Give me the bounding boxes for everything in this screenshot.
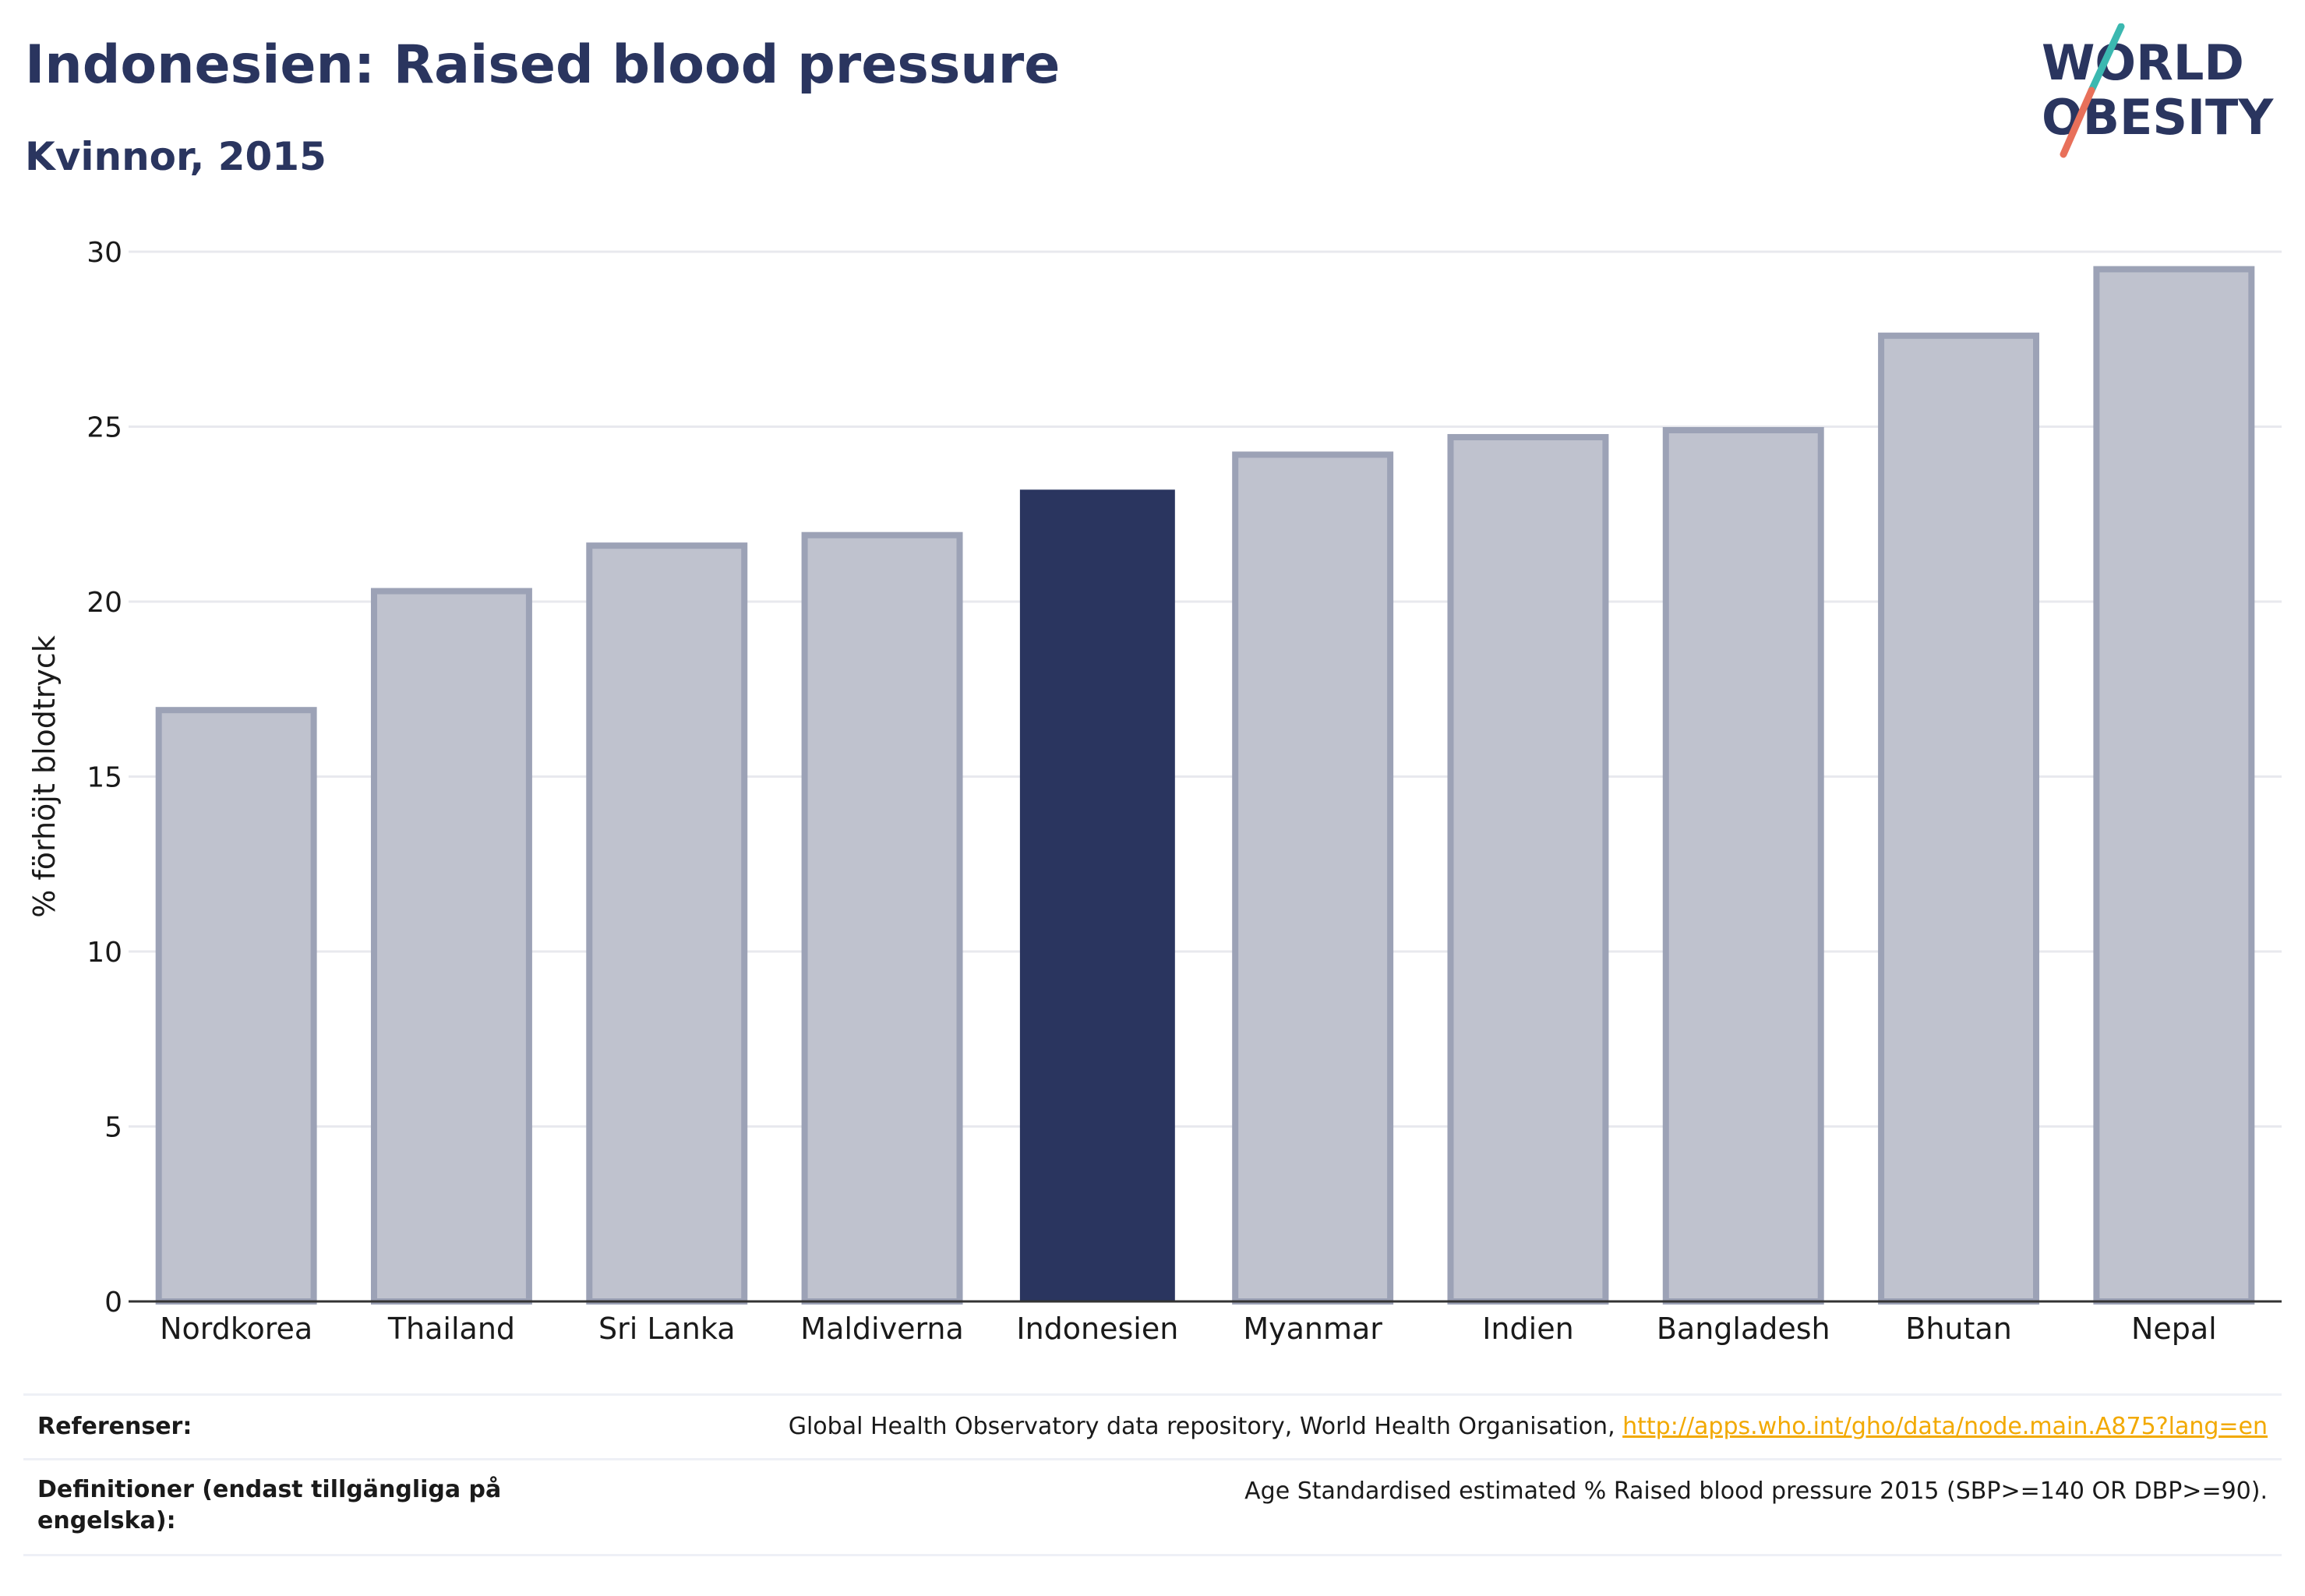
y-tick-label: 10 bbox=[86, 937, 122, 969]
x-tick-label: Maldiverna bbox=[800, 1312, 964, 1346]
bar-chart: 0 5 10 15 20 25 30 Nordkorea Thailand Sri Lanka M… bbox=[27, 237, 2282, 1346]
definitions-row: Definitioner (endast tillgängliga på eng… bbox=[23, 1458, 2282, 1556]
logo-line1: WORLD bbox=[2042, 34, 2244, 91]
y-axis-label: % förhöjt blodtryck bbox=[27, 635, 62, 918]
bars bbox=[155, 266, 2255, 1305]
x-tick-label: Indien bbox=[1482, 1312, 1573, 1346]
definitions-value: Age Standardised estimated % Raised bloo… bbox=[1244, 1478, 2268, 1505]
references-text: Global Health Observatory data repositor… bbox=[788, 1413, 1623, 1440]
bar-maldiverna bbox=[801, 531, 963, 1305]
world-obesity-logo: WORLD OBESITY bbox=[2042, 23, 2274, 158]
x-tick-label: Bangladesh bbox=[1657, 1312, 1830, 1346]
y-tick-label: 5 bbox=[104, 1112, 122, 1144]
bar-nordkorea bbox=[155, 707, 317, 1305]
bar-thailand bbox=[370, 588, 532, 1305]
references-link[interactable]: http://apps.who.int/gho/data/node.main.A… bbox=[1622, 1413, 2268, 1440]
x-tick-label: Sri Lanka bbox=[598, 1312, 736, 1346]
bar-indonesien bbox=[1019, 489, 1175, 1301]
bar-myanmar bbox=[1232, 451, 1394, 1305]
x-tick-label: Thailand bbox=[387, 1312, 515, 1346]
x-tick-label: Nepal bbox=[2131, 1312, 2217, 1346]
y-axis-ticks: 0 5 10 15 20 25 30 bbox=[86, 237, 122, 1319]
x-axis-labels: Nordkorea Thailand Sri Lanka Maldiverna Indo… bbox=[160, 1312, 2217, 1346]
logo-slash-bottom bbox=[2060, 87, 2095, 158]
x-tick-label: Indonesien bbox=[1016, 1312, 1178, 1346]
footer-table: Referenser: Global Health Observatory da… bbox=[23, 1393, 2282, 1556]
references-row: Referenser: Global Health Observatory da… bbox=[23, 1393, 2282, 1458]
references-label: Referenser: bbox=[37, 1413, 192, 1440]
bar-sri-lanka bbox=[586, 542, 748, 1305]
y-tick-label: 20 bbox=[86, 587, 122, 619]
definitions-label: Definitioner (endast tillgängliga på eng… bbox=[37, 1476, 502, 1534]
chart-subtitle: Kvinnor, 2015 bbox=[25, 134, 327, 179]
bar-indien bbox=[1447, 433, 1609, 1305]
y-tick-label: 0 bbox=[104, 1287, 122, 1319]
bar-nepal bbox=[2093, 266, 2255, 1305]
y-tick-label: 15 bbox=[86, 762, 122, 794]
bar-bhutan bbox=[1878, 332, 2040, 1305]
x-tick-label: Myanmar bbox=[1243, 1312, 1382, 1346]
y-tick-label: 25 bbox=[86, 412, 122, 444]
logo-slash-top bbox=[2088, 23, 2125, 94]
x-tick-label: Nordkorea bbox=[160, 1312, 312, 1346]
chart-title: Indonesien: Raised blood pressure bbox=[25, 34, 1061, 96]
bar-bangladesh bbox=[1662, 426, 1824, 1305]
y-tick-label: 30 bbox=[86, 237, 122, 269]
references-value: Global Health Observatory data repositor… bbox=[789, 1411, 2268, 1442]
x-tick-label: Bhutan bbox=[1905, 1312, 2012, 1346]
